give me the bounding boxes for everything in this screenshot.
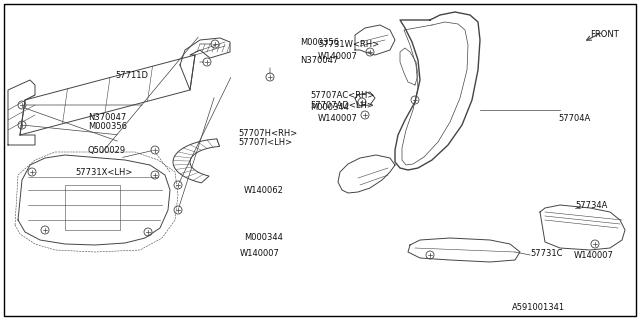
Text: M000356: M000356 — [300, 37, 339, 46]
Text: FRONT: FRONT — [590, 29, 619, 38]
Text: A591001341: A591001341 — [512, 303, 565, 313]
Text: M000344: M000344 — [244, 233, 283, 242]
Text: 57731W<RH>: 57731W<RH> — [318, 39, 379, 49]
Text: 57707AC<RH>: 57707AC<RH> — [310, 91, 374, 100]
Text: 57707I<LH>: 57707I<LH> — [238, 138, 292, 147]
Text: 57704A: 57704A — [558, 114, 590, 123]
Text: N370047: N370047 — [300, 55, 339, 65]
Bar — [65, 185, 120, 230]
Text: 57711D: 57711D — [115, 70, 148, 79]
Text: W140007: W140007 — [240, 249, 280, 258]
Text: W140007: W140007 — [318, 52, 358, 60]
Text: 57731X<LH>: 57731X<LH> — [75, 167, 132, 177]
Text: 57731C: 57731C — [530, 249, 563, 258]
Text: 57734A: 57734A — [575, 201, 607, 210]
Text: M000356: M000356 — [88, 122, 127, 131]
Text: N370047: N370047 — [88, 113, 126, 122]
Text: W140007: W140007 — [574, 251, 614, 260]
Text: W140007: W140007 — [318, 114, 358, 123]
Text: M000344: M000344 — [310, 102, 349, 111]
Text: W140062: W140062 — [244, 186, 284, 195]
Text: Q500029: Q500029 — [88, 146, 126, 155]
Text: 57707AD<LH>: 57707AD<LH> — [310, 100, 374, 109]
Text: 57707H<RH>: 57707H<RH> — [238, 129, 297, 138]
